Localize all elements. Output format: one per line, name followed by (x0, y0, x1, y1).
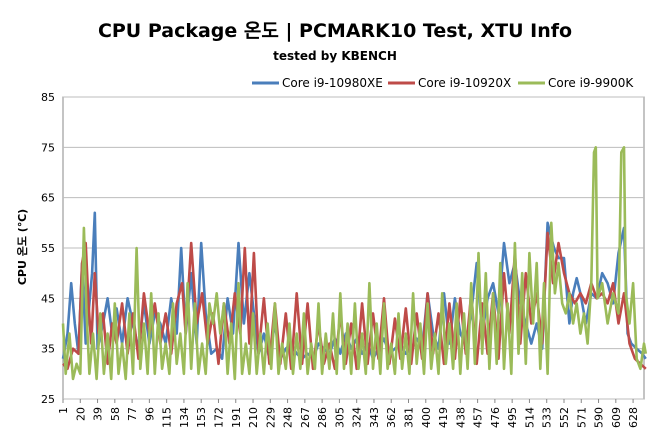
x-tick-label-362: 362 (385, 407, 398, 428)
x-tick-label-134: 134 (178, 407, 191, 428)
legend-label-10980xe: Core i9-10980XE (282, 76, 383, 90)
x-tick-label-248: 248 (282, 407, 295, 428)
y-tick-label-85: 85 (41, 91, 55, 104)
y-tick-label-55: 55 (41, 242, 55, 255)
x-tick-label-267: 267 (299, 407, 312, 428)
series-line-core-i9-9900k (61, 146, 648, 381)
y-tick-label-45: 45 (41, 292, 55, 305)
x-tick-label-96: 96 (143, 407, 156, 421)
x-tick-label-324: 324 (351, 407, 364, 428)
x-tick-label-590: 590 (593, 407, 606, 428)
x-tick-label-438: 438 (454, 407, 467, 428)
y-tick-label-65: 65 (41, 192, 55, 205)
x-tick-label-305: 305 (333, 407, 346, 428)
series-lines (61, 146, 648, 381)
x-tick-label-514: 514 (523, 407, 536, 428)
y-tick-label-35: 35 (41, 343, 55, 356)
legend-label-10920x: Core i9-10920X (418, 76, 511, 90)
chart-subtitle: tested by KBENCH (273, 49, 397, 63)
x-tick-label-115: 115 (161, 407, 174, 428)
x-tick-label-191: 191 (230, 407, 243, 428)
x-tick-label-628: 628 (627, 407, 640, 428)
legend-item-10980xe: Core i9-10980XE (252, 76, 383, 90)
x-tick-label-172: 172 (212, 407, 225, 428)
x-tick-label-153: 153 (195, 407, 208, 428)
legend-item-9900k: Core i9-9900K (518, 76, 634, 90)
x-axis-ticks: 1 20 39 58 77 96 115 134 153 172 191 210 229 248 267 28… (57, 399, 640, 428)
x-tick-label-400: 400 (420, 407, 433, 428)
x-tick-label-381: 381 (403, 407, 416, 428)
x-tick-label-552: 552 (558, 407, 571, 428)
x-tick-label-533: 533 (541, 407, 554, 428)
x-tick-label-457: 457 (472, 407, 485, 428)
x-tick-label-20: 20 (74, 407, 87, 421)
x-tick-label-571: 571 (575, 407, 588, 428)
legend: Core i9-10980XE Core i9-10920X Core i9-9… (252, 76, 634, 90)
y-axis-ticks: 25 35 45 55 65 75 85 (41, 91, 55, 406)
x-tick-label-419: 419 (437, 407, 450, 428)
x-tick-label-77: 77 (126, 407, 139, 421)
y-tick-label-75: 75 (41, 141, 55, 154)
chart-title: CPU Package 온도 | PCMARK10 Test, XTU Info (98, 20, 572, 42)
legend-label-9900k: Core i9-9900K (548, 76, 634, 90)
x-tick-label-286: 286 (316, 407, 329, 428)
x-tick-label-609: 609 (610, 407, 623, 428)
y-tick-label-25: 25 (41, 393, 55, 406)
x-tick-label-39: 39 (92, 407, 105, 421)
x-tick-label-229: 229 (264, 407, 277, 428)
x-tick-label-495: 495 (506, 407, 519, 428)
legend-item-10920x: Core i9-10920X (388, 76, 511, 90)
x-tick-label-1: 1 (57, 407, 70, 414)
x-tick-label-210: 210 (247, 407, 260, 428)
y-axis-label: CPU 온도 (℃) (16, 209, 29, 285)
x-tick-label-343: 343 (368, 407, 381, 428)
x-tick-label-476: 476 (489, 407, 502, 428)
x-tick-label-58: 58 (109, 407, 122, 421)
